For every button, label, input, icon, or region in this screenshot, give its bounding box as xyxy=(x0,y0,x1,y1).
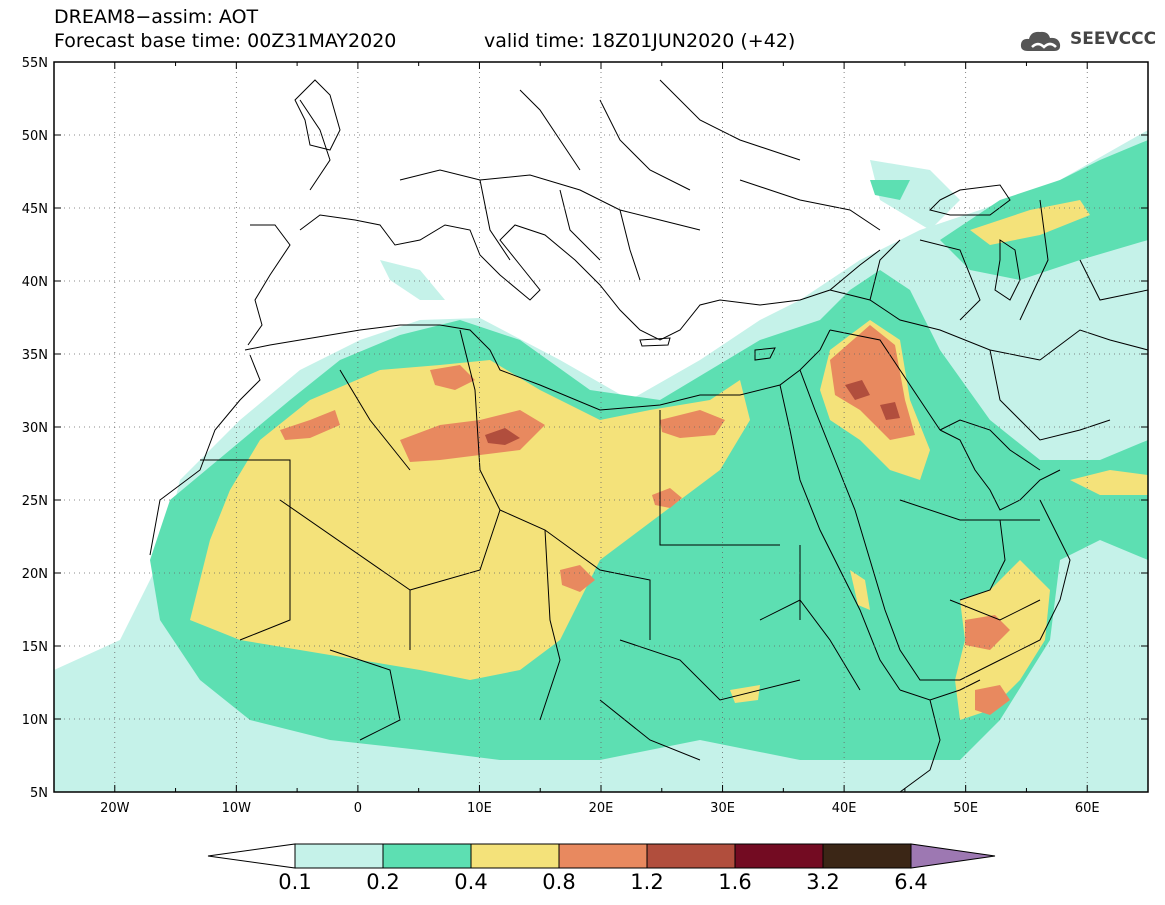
aot-region-0.4 xyxy=(955,560,1050,720)
lon-tick-label: 20E xyxy=(589,801,614,816)
aot-region-0.8 xyxy=(975,685,1010,715)
colorbar-swatch xyxy=(294,843,384,869)
seevccc-logo: SEEVCCC xyxy=(1018,25,1158,57)
aot-region-0.8 xyxy=(660,410,725,438)
colorbar-level-label: 0.1 xyxy=(278,870,312,894)
lat-tick-label: 35N xyxy=(22,348,48,363)
colorbar-swatch xyxy=(734,843,824,869)
country-borders xyxy=(149,79,1148,792)
colorbar-level-label: 1.2 xyxy=(630,870,664,894)
aot-region-1.2 xyxy=(845,380,870,400)
colorbar-level-label: 6.4 xyxy=(894,870,928,894)
aot-region-0.8 xyxy=(280,410,340,440)
forecast-base-time: Forecast base time: 00Z31MAY2020 xyxy=(54,30,397,52)
lon-tick-label: 10W xyxy=(222,801,252,816)
lon-tick-label: 30E xyxy=(710,801,735,816)
aot-region-1.2 xyxy=(880,402,900,420)
axis-ticks xyxy=(54,61,1149,793)
aot-contour-fields xyxy=(54,130,1148,792)
colorbar-level-label: 0.2 xyxy=(366,870,400,894)
latitude-labels: 5N 10N 15N 20N 25N 30N 35N 40N 45N 50N 55N xyxy=(22,56,48,801)
aot-region-0.8 xyxy=(560,565,595,592)
lon-tick-label: 40E xyxy=(832,801,857,816)
colorbar-over-arrow xyxy=(910,843,996,869)
lat-tick-label: 40N xyxy=(22,275,48,290)
aot-region-0.1 xyxy=(380,260,445,300)
colorbar-swatch xyxy=(822,843,912,869)
lon-tick-label: 0 xyxy=(354,801,362,816)
colorbar-swatch xyxy=(382,843,472,869)
lat-tick-label: 10N xyxy=(22,713,48,728)
map-title: DREAM8−assim: AOT xyxy=(54,6,259,28)
lon-tick-label: 10E xyxy=(467,801,492,816)
lat-tick-label: 50N xyxy=(22,129,48,144)
cloud-icon xyxy=(1020,31,1061,51)
aot-region-0.2 xyxy=(870,180,910,200)
aot-region-0.1 xyxy=(870,160,960,230)
colorbar-swatch xyxy=(470,843,560,869)
aot-region-0.8 xyxy=(400,410,545,462)
lat-tick-label: 45N xyxy=(22,202,48,217)
graticule xyxy=(54,62,1148,792)
aot-region-0.8 xyxy=(430,365,475,390)
lat-tick-label: 15N xyxy=(22,640,48,655)
colorbar-level-label: 3.2 xyxy=(806,870,840,894)
colorbar-level-label: 0.4 xyxy=(454,870,488,894)
valid-time: valid time: 18Z01JUN2020 (+42) xyxy=(484,30,796,52)
aot-region-0.8 xyxy=(965,615,1010,650)
aot-region-0.4 xyxy=(850,570,870,610)
lat-tick-label: 20N xyxy=(22,567,48,582)
lon-tick-label: 60E xyxy=(1075,801,1100,816)
lat-tick-label: 25N xyxy=(22,494,48,509)
lat-tick-label: 30N xyxy=(22,421,48,436)
lon-tick-label: 20W xyxy=(100,801,130,816)
aot-region-0.4 xyxy=(970,200,1090,245)
aot-region-1.2 xyxy=(485,428,520,445)
longitude-labels: 20W 10W 0 10E 20E 30E 40E 50E 60E xyxy=(100,801,1100,816)
colorbar xyxy=(207,843,996,869)
colorbar-under-arrow xyxy=(207,843,296,869)
colorbar-swatch xyxy=(646,843,736,869)
aot-region-0.4 xyxy=(190,360,750,680)
colorbar-level-label: 1.6 xyxy=(718,870,752,894)
colorbar-level-label: 0.8 xyxy=(542,870,576,894)
logo-text: SEEVCCC xyxy=(1070,29,1157,49)
lat-tick-label: 5N xyxy=(30,786,48,801)
lat-tick-label: 55N xyxy=(22,56,48,71)
colorbar-swatch xyxy=(558,843,648,869)
lon-tick-label: 50E xyxy=(953,801,978,816)
aot-region-0.4 xyxy=(1070,470,1148,495)
